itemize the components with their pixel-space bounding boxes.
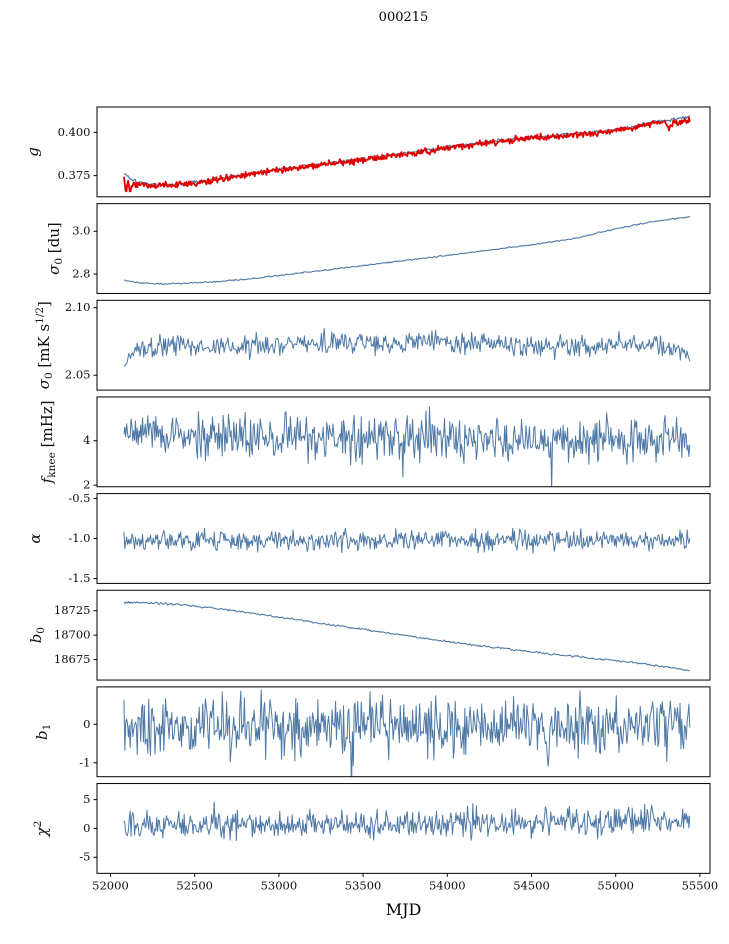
x-tick-label: 52000 [92,878,129,892]
panel-fknee: 4 2 fknee [mHz] [38,396,711,492]
chart-title: 000215 [378,10,429,25]
series-b0 [123,600,690,672]
panel-b0: 18725 18700 18675 b0 [27,589,711,681]
panel-sigma0-mk: 2.10 2.05 σ0 [mK s1/2] [34,299,711,391]
y-tick-label: -1.5 [68,571,90,585]
panel-b1: 0 -1 b1 [33,686,711,778]
y-tick-label: 0.375 [58,168,91,182]
panel-chi2: 5 0 -5 χ2 [32,783,711,874]
y-tick-label: 5 [83,792,90,806]
y-tick-label: -1 [79,755,90,769]
series-sigma0-mk [123,327,691,367]
y-tick-label: 18675 [54,652,91,666]
x-tick-label: 53000 [261,878,298,892]
series-b1 [123,689,691,777]
y-axis-label-g: g [24,147,42,157]
y-tick-label: 2 [83,478,90,492]
y-tick-label: 0 [83,821,90,835]
y-tick-label: 18700 [54,628,91,642]
panel-frame [96,686,711,778]
y-axis-label-b0: b0 [27,627,47,643]
x-tick-label: 54000 [429,878,466,892]
y-tick-label: -5 [79,850,90,864]
y-tick-label: 4 [83,433,90,447]
y-axis-label-sigma0-du: σ0 [du] [45,222,65,275]
panel-frame [96,106,711,198]
y-tick-label: 2.10 [65,300,91,314]
x-tick-label: 54500 [513,878,550,892]
panel-alpha: -0.5 -1.0 -1.5 α [26,491,711,585]
panel-sigma0-du: 3.0 2.8 σ0 [du] [45,203,711,294]
y-tick-label: 0 [83,717,90,731]
x-tick-label: 55500 [682,878,719,892]
y-axis-label-chi2: χ2 [32,821,51,838]
y-tick-label: -1.0 [68,531,90,545]
panel-frame [96,396,711,488]
y-axis-label-fknee: fknee [mHz] [38,400,58,484]
series-fknee [123,406,691,487]
panel-frame [96,299,711,391]
y-tick-label: 2.05 [65,368,91,382]
series-sigma0-du [123,215,690,286]
series-g-smoothed [123,114,691,187]
x-tick-label: 53500 [345,878,382,892]
y-axis-label-alpha: α [26,533,44,543]
series-chi2 [123,801,691,842]
y-tick-label: 18725 [54,603,91,617]
series-g-raw [123,116,691,193]
y-tick-label: 3.0 [72,224,90,238]
panel-g: 0.400 0.375 g [24,106,711,198]
x-tick-label: 55000 [597,878,634,892]
y-tick-label: 0.400 [58,125,91,139]
y-tick-label: 2.8 [72,266,90,280]
panel-frame [96,203,711,294]
y-tick-label: -0.5 [68,491,90,505]
series-alpha [123,527,691,554]
x-axis-title: MJD [385,900,422,919]
y-axis-label-sigma0-mk: σ0 [mK s1/2] [34,301,55,389]
y-axis-label-b1: b1 [33,724,53,740]
x-tick-label: 52500 [176,878,213,892]
